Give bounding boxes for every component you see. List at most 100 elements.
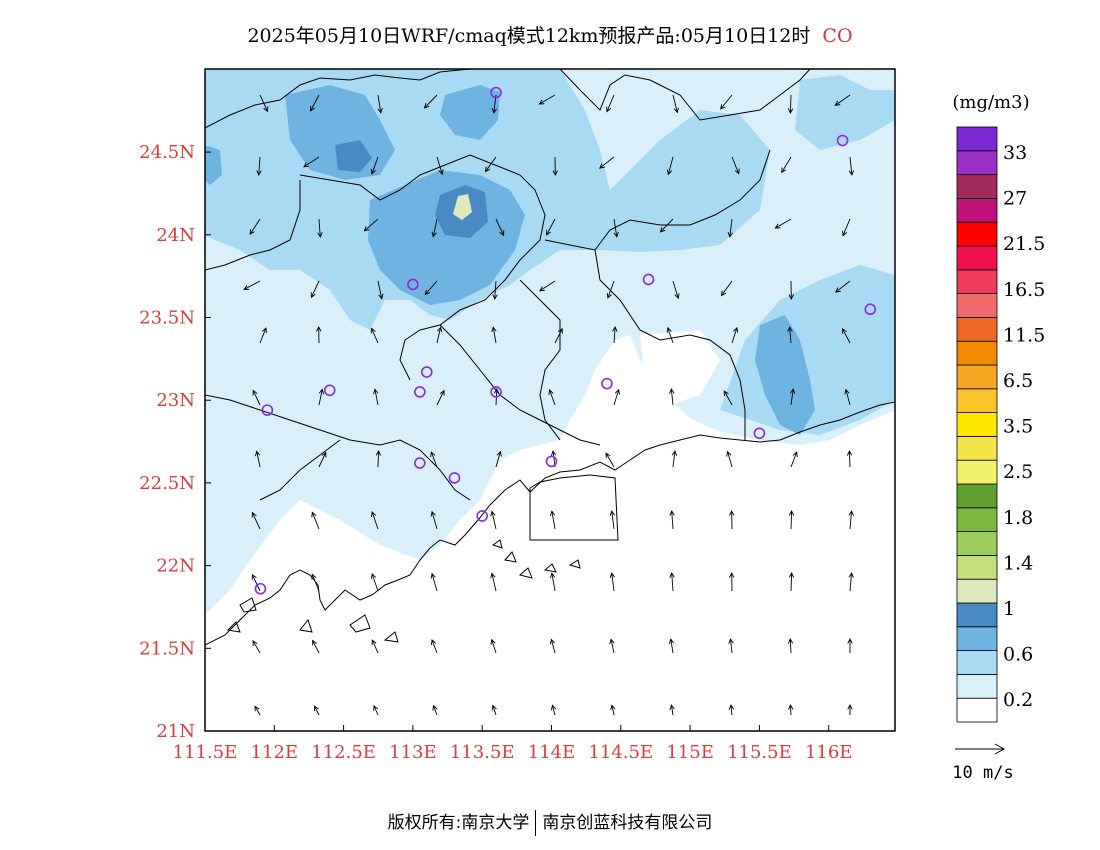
wind-arrow bbox=[424, 94, 438, 109]
wind-arrowhead bbox=[373, 388, 379, 395]
legend-swatch bbox=[956, 697, 998, 723]
wind-arrowhead bbox=[490, 572, 496, 579]
wind-arrowhead bbox=[252, 640, 258, 646]
wind-arrowhead bbox=[788, 294, 794, 300]
wind-arrow bbox=[849, 573, 853, 592]
station-marker bbox=[420, 366, 433, 378]
legend-swatch bbox=[956, 555, 998, 580]
legend-swatch bbox=[956, 150, 998, 176]
wind-arrowhead bbox=[720, 290, 727, 297]
legend-swatch bbox=[956, 483, 998, 509]
wind-arrowhead bbox=[673, 107, 679, 114]
wind-arrowhead bbox=[539, 286, 545, 292]
legend-swatch bbox=[956, 245, 998, 271]
wind-arrowhead bbox=[548, 389, 554, 395]
lon-tick-label: 115E bbox=[666, 742, 714, 763]
wind-arrow bbox=[671, 511, 674, 530]
legend-tick-labels: 33 27 21.5 16.5 11.5 6.5 3.5 2.5 1.8 1.4 1 0.6 0.2 bbox=[1003, 142, 1045, 711]
wind-arrow bbox=[613, 218, 618, 237]
wind-arrow bbox=[249, 218, 261, 235]
wind-arrowhead bbox=[606, 292, 612, 299]
wind-arrow bbox=[849, 511, 853, 530]
wind-arrow bbox=[252, 390, 261, 406]
wind-arrowhead bbox=[671, 450, 678, 456]
legend-swatch bbox=[956, 388, 998, 413]
wind-arrow bbox=[431, 511, 438, 530]
station-marker bbox=[753, 427, 766, 440]
wind-arrow bbox=[371, 328, 379, 344]
wind-arrowhead bbox=[848, 572, 854, 578]
wind-arrowhead bbox=[728, 704, 735, 710]
legend-swatch bbox=[956, 316, 998, 342]
wind-arrowhead bbox=[251, 573, 257, 580]
wind-arrow bbox=[258, 156, 261, 175]
wind-arrow bbox=[495, 451, 501, 468]
wind-arrowhead bbox=[438, 169, 444, 176]
wind-arrowhead bbox=[727, 232, 733, 238]
wind-arrow bbox=[431, 639, 438, 654]
wind-arrow bbox=[781, 156, 792, 173]
wind-arrow bbox=[431, 573, 438, 592]
wind-scale-label: 10 m/s bbox=[952, 763, 1013, 783]
wind-arrowhead bbox=[788, 510, 795, 516]
wind-arrowhead bbox=[538, 99, 545, 105]
wind-arrowhead bbox=[734, 168, 740, 175]
station-marker bbox=[642, 273, 655, 286]
legend-swatch bbox=[956, 412, 998, 437]
legend-swatch bbox=[956, 626, 998, 651]
legend-swatch bbox=[956, 364, 998, 390]
legend-swatch bbox=[956, 602, 998, 628]
wind-arrowhead bbox=[606, 106, 612, 113]
wind-arrow bbox=[554, 328, 563, 344]
wind-arrowhead bbox=[550, 704, 557, 711]
wind-arrow bbox=[672, 94, 678, 113]
wind-arrow bbox=[491, 639, 497, 654]
wind-arrowhead bbox=[669, 704, 675, 711]
wind-arrowhead bbox=[668, 638, 675, 645]
legend-label: 0.2 bbox=[1003, 689, 1033, 711]
wind-arrowhead bbox=[614, 388, 620, 395]
wind-arrowhead bbox=[370, 573, 377, 579]
wind-arrowhead bbox=[249, 229, 255, 235]
wind-arrowhead bbox=[263, 106, 269, 113]
lat-tick-label: 22N bbox=[156, 556, 195, 577]
wind-arrowhead bbox=[371, 639, 377, 646]
wind-arrow bbox=[550, 639, 556, 654]
lon-tick-label: 114.5E bbox=[588, 742, 653, 763]
wind-arrowhead bbox=[669, 388, 675, 394]
wind-arrowhead bbox=[499, 230, 505, 237]
title-species: CO bbox=[822, 25, 853, 47]
wind-arrowhead bbox=[256, 170, 262, 176]
wind-arrowhead bbox=[787, 108, 794, 114]
wind-arrow bbox=[551, 705, 556, 716]
station-marker bbox=[864, 303, 877, 316]
station-marker bbox=[490, 386, 502, 398]
wind-arrow bbox=[491, 573, 497, 592]
wind-arrow bbox=[790, 510, 793, 530]
wind-arrow bbox=[252, 640, 261, 654]
legend-label: 6.5 bbox=[1003, 370, 1033, 392]
wind-scale-arrowhead bbox=[994, 743, 1006, 755]
wind-arrow bbox=[436, 327, 442, 344]
province-border-north bbox=[559, 69, 811, 121]
station-marker bbox=[414, 386, 426, 398]
wind-arrow bbox=[672, 280, 679, 299]
wind-arrowhead bbox=[788, 704, 794, 710]
wind-arrowhead bbox=[609, 510, 615, 516]
wind-arrow bbox=[789, 327, 792, 344]
company-name: 南京创蓝科技有限公司 bbox=[542, 813, 713, 833]
legend-swatch bbox=[956, 650, 998, 675]
wind-arrow bbox=[667, 156, 674, 175]
wind-arrowhead bbox=[557, 327, 563, 334]
wind-arrowhead bbox=[834, 100, 841, 106]
wind-arrow bbox=[436, 156, 443, 175]
wind-arrow bbox=[492, 327, 497, 344]
wind-arrowhead bbox=[317, 232, 323, 238]
station-marker bbox=[254, 582, 267, 595]
wind-arrow bbox=[605, 452, 615, 468]
wind-arrow bbox=[371, 573, 379, 592]
legend-label: 3.5 bbox=[1003, 416, 1033, 438]
wind-arrowhead bbox=[848, 510, 854, 516]
wind-arrow bbox=[849, 156, 853, 175]
wind-arrow bbox=[430, 451, 438, 468]
